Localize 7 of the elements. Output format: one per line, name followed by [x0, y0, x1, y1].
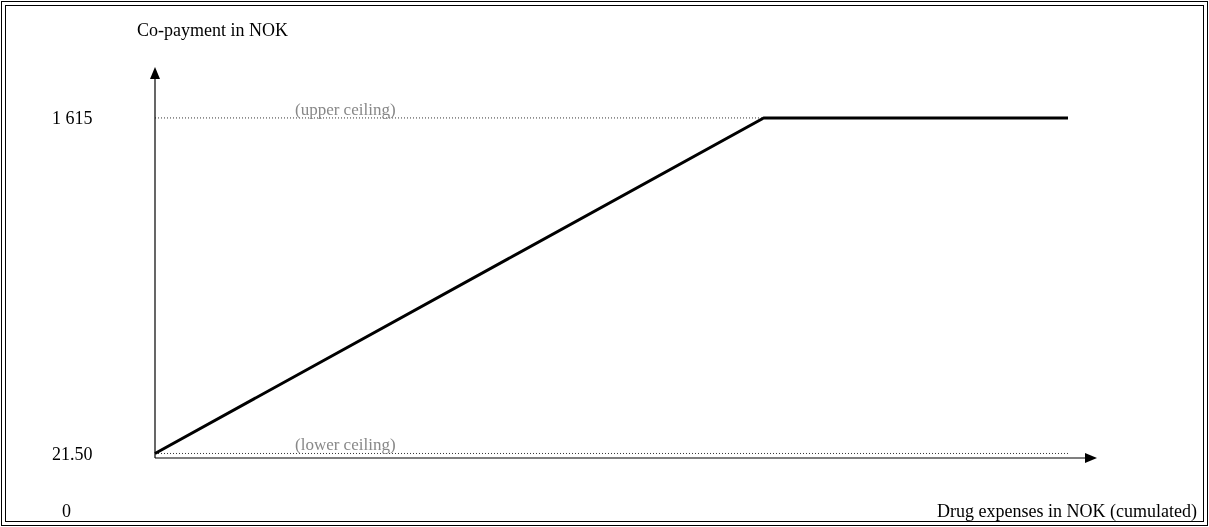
- x-axis-title: Drug expenses in NOK (cumulated): [937, 501, 1197, 522]
- ref-line-label: (upper ceiling): [295, 99, 396, 119]
- y-axis-title: Co-payment in NOK: [137, 20, 288, 40]
- y-tick-label: 21.50: [52, 443, 93, 464]
- text: 0: [62, 501, 71, 521]
- y-tick-label: 1 615: [52, 108, 93, 129]
- ref-line-label: (lower ceiling): [295, 435, 396, 455]
